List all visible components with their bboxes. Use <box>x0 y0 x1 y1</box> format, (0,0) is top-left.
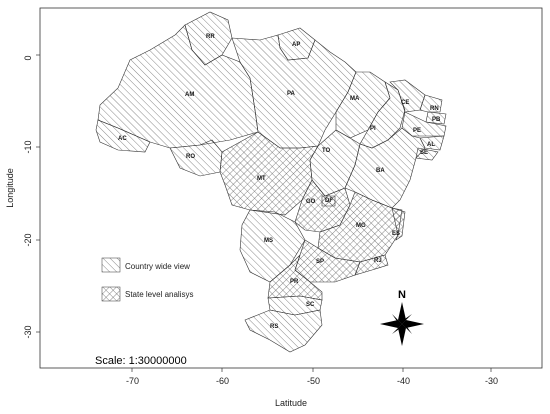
legend-label-country-wide: Country wide view <box>125 262 190 271</box>
y-axis <box>36 54 40 333</box>
plot-frame <box>39 7 543 369</box>
legend-swatch-state-level <box>101 286 121 302</box>
label-mg: MG <box>356 223 366 229</box>
state-rj <box>354 254 389 276</box>
label-pr: PR <box>290 279 299 285</box>
y-tick-label: -30 <box>23 325 33 338</box>
label-ce: CE <box>401 100 409 106</box>
x-tick-label: -40 <box>397 376 410 386</box>
state-rs <box>244 309 323 353</box>
label-es: ES <box>392 231 400 237</box>
state-pb <box>425 111 447 125</box>
label-se: SE <box>420 150 428 156</box>
legend-swatch-country-wide <box>101 257 121 273</box>
label-ap: AP <box>292 42 300 48</box>
label-mt: MT <box>257 176 266 182</box>
label-rj: RJ <box>374 258 382 264</box>
y-axis-title: Longitude <box>5 168 15 208</box>
label-am: AM <box>185 92 194 98</box>
label-pi: PI <box>370 126 376 132</box>
y-tick-label: -10 <box>23 140 33 153</box>
north-label: N <box>398 289 406 301</box>
label-ac: AC <box>118 136 127 142</box>
x-axis-title: Latitude <box>275 398 307 408</box>
label-ro: RO <box>186 154 195 160</box>
label-rs: RS <box>270 324 278 330</box>
label-sc: SC <box>306 302 315 308</box>
label-ba: BA <box>376 168 385 174</box>
x-axis <box>131 368 492 372</box>
legend-label-state-level: State level analisys <box>125 290 193 299</box>
label-pb: PB <box>432 117 441 123</box>
label-rn: RN <box>430 106 439 112</box>
label-ma: MA <box>350 96 360 102</box>
label-pe: PE <box>413 128 421 134</box>
label-sp: SP <box>316 259 324 265</box>
x-tick-label: -70 <box>126 376 139 386</box>
state-ba <box>344 127 426 209</box>
x-tick-label: -60 <box>216 376 229 386</box>
scale-label: Scale: 1:30000000 <box>95 355 187 367</box>
x-tick-label: -50 <box>307 376 320 386</box>
y-tick-label: 0 <box>23 55 33 60</box>
label-go: GO <box>306 199 316 205</box>
map-legend: Country wide view State level analisys <box>101 257 193 302</box>
x-tick-label: -30 <box>485 376 498 386</box>
country-wide-states <box>95 11 447 353</box>
state-ac <box>95 119 151 153</box>
label-to: TO <box>322 148 331 154</box>
state-rn <box>419 94 443 113</box>
state-level-states <box>219 131 406 301</box>
state-pr <box>267 254 323 301</box>
label-al: AL <box>427 142 435 148</box>
label-ms: MS <box>264 238 273 244</box>
label-rr: RR <box>206 34 215 40</box>
north-arrow-icon <box>380 302 424 346</box>
state-es <box>391 207 406 241</box>
label-pa: PA <box>287 91 296 97</box>
state-df <box>321 195 336 207</box>
state-labels: RR AP AM PA MA CE RN PB PE AL SE PI AC R… <box>118 34 441 330</box>
label-df: DF <box>325 198 333 204</box>
y-tick-label: -20 <box>23 233 33 246</box>
